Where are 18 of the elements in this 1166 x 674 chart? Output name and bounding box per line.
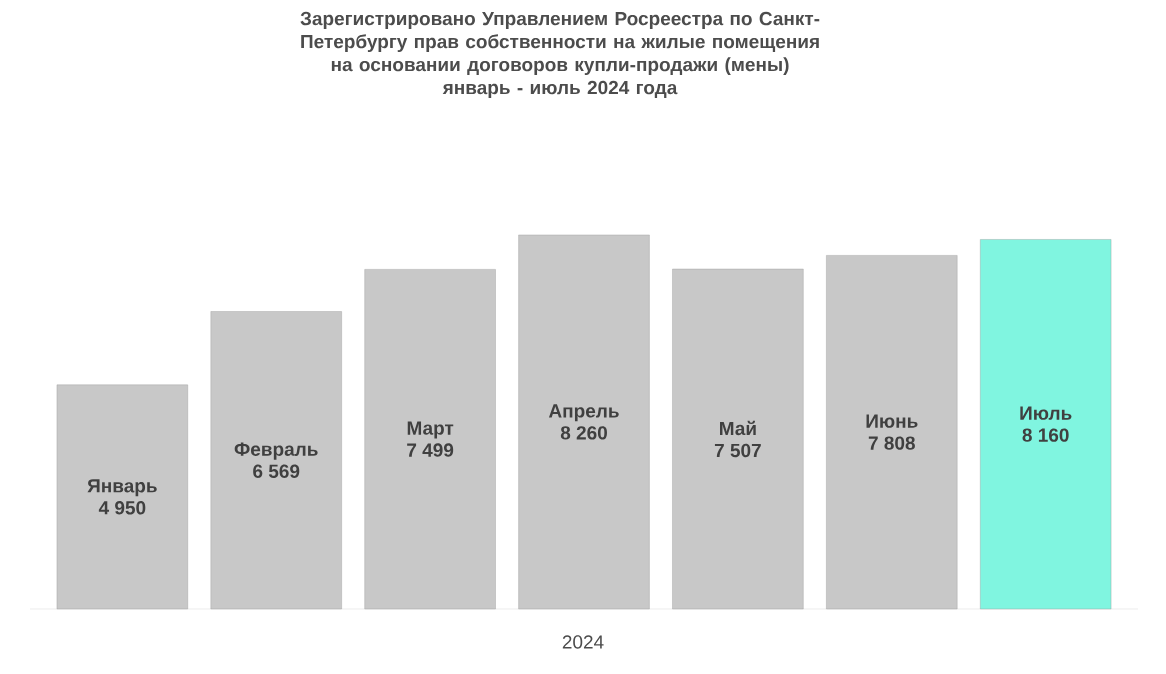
x-tick-label: Июнь [866,414,918,428]
chart-title: Зарегистрировано Управлением Росреестра по Санкт-Петербургу прав собственности на жилые помещения на основании договоров купли-продажи (мены) [300,11,820,76]
x-tick-label: Март [407,421,454,439]
data-label: 7 808 [868,436,915,450]
data-label: 8 160 [1022,428,1069,442]
x-tick-label: Апрель [548,404,619,422]
x-tick-label: Июль [1020,406,1072,420]
chart-subtitle: январь - июль 2024 года [442,80,678,99]
data-label: 8 260 [560,426,607,440]
data-label: 6 569 [253,464,300,478]
data-label: 7 507 [714,443,761,458]
x-tick-label: Февраль [234,442,318,460]
x-tick-label: Май [720,420,756,436]
bar [980,239,1112,610]
x-axis-title: 2024 [562,635,604,649]
x-tick-label: Январь [87,479,157,497]
data-label: 4 950 [98,501,146,515]
data-label: 7 499 [407,443,454,457]
